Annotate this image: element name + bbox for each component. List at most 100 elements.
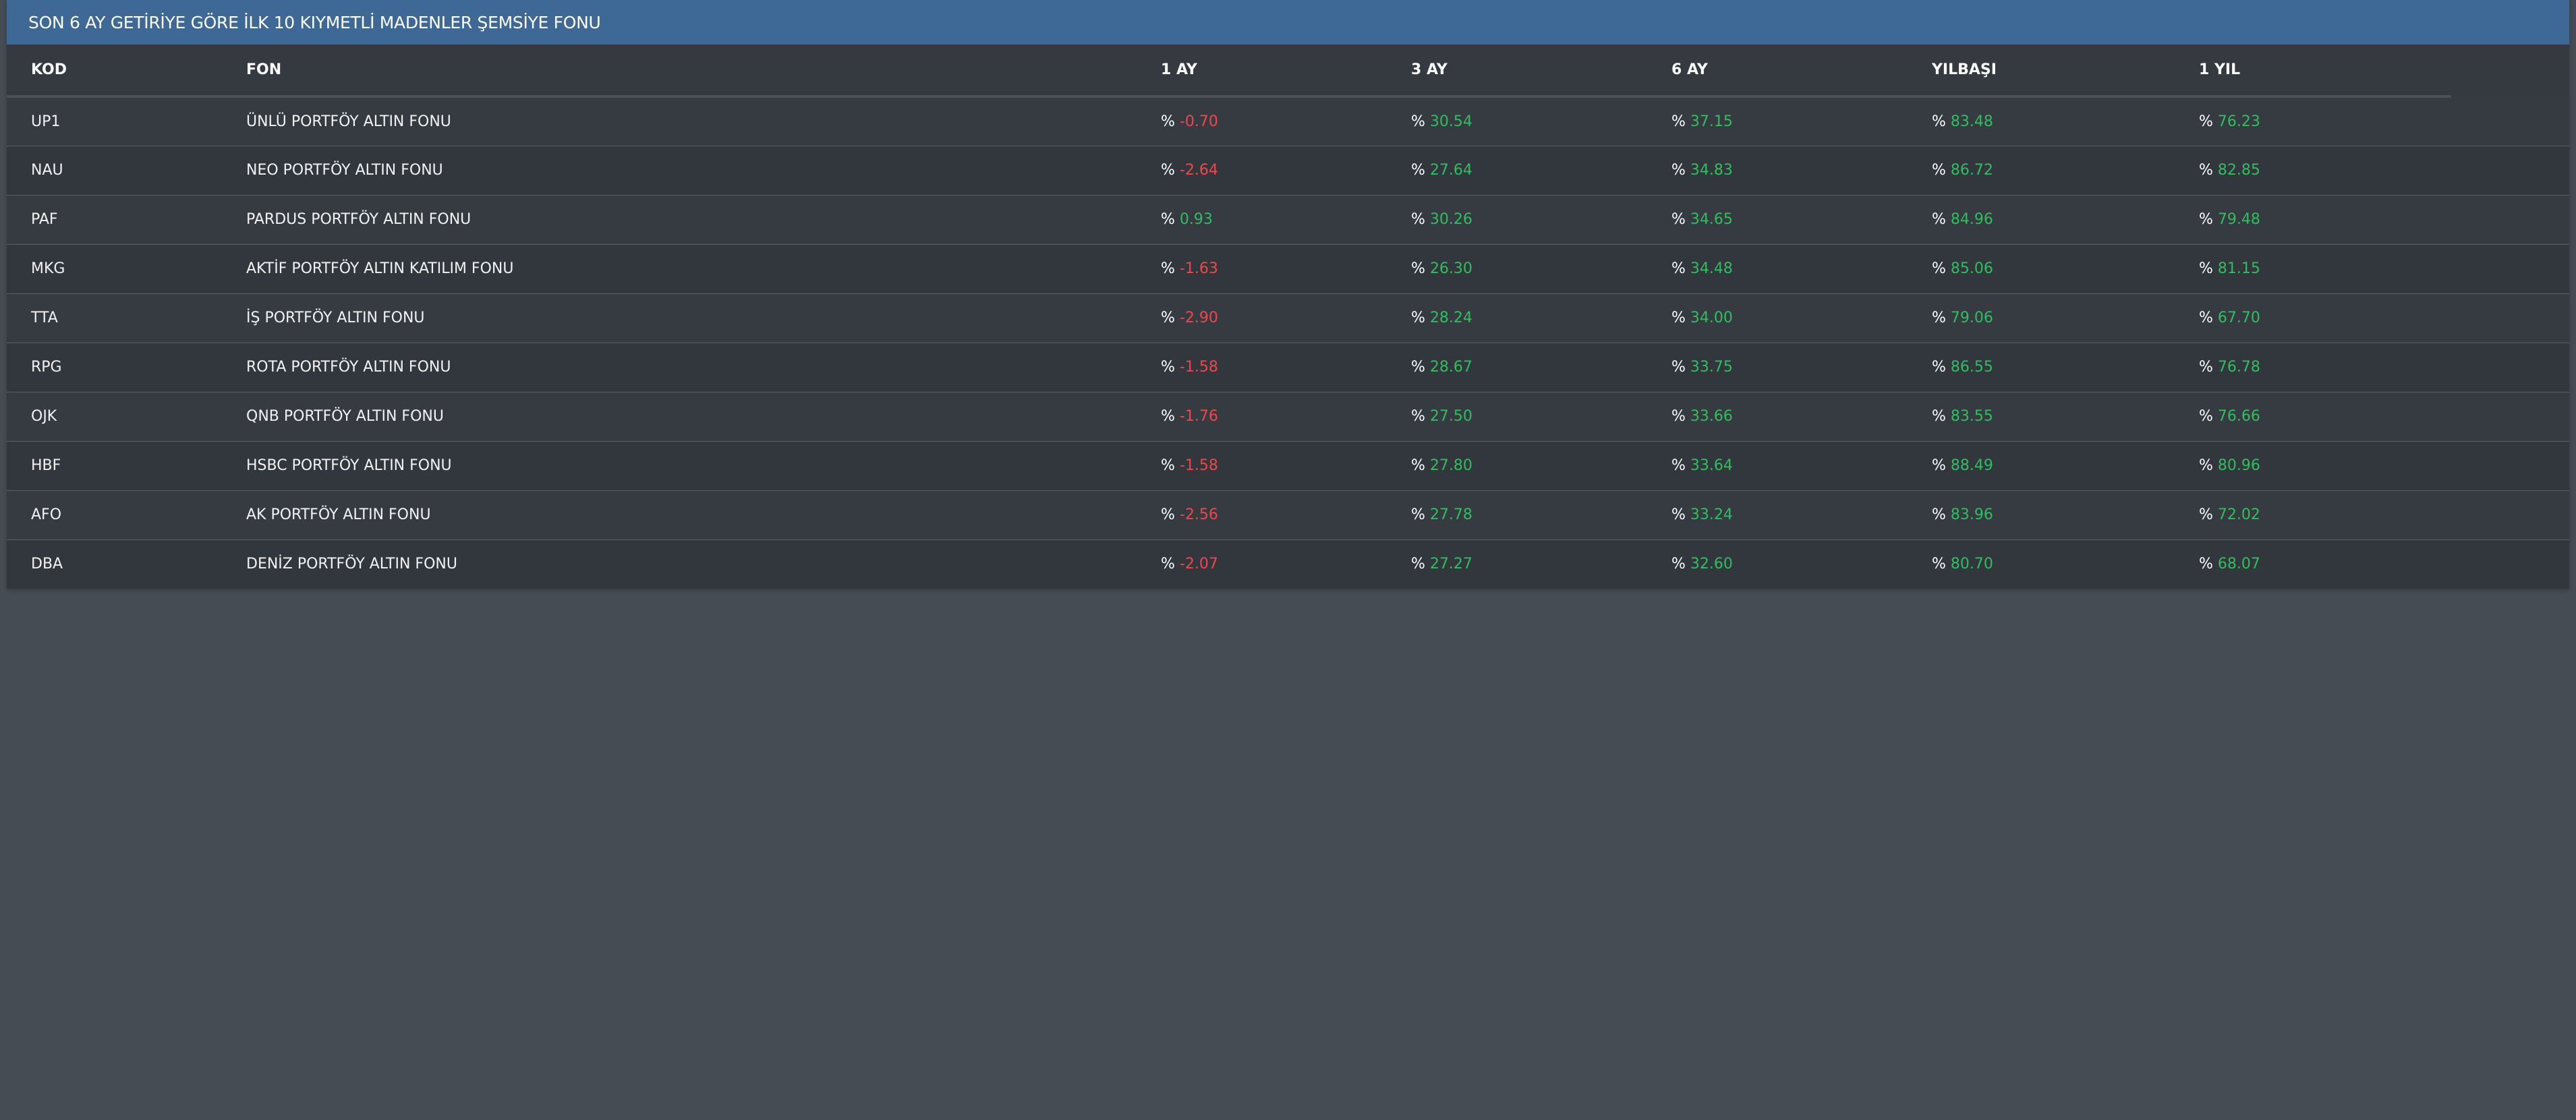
fund-name[interactable]: PARDUS PORTFÖY ALTIN FONU (246, 211, 471, 228)
fund-name[interactable]: QNB PORTFÖY ALTIN FONU (246, 408, 444, 425)
fund-name[interactable]: DENİZ PORTFÖY ALTIN FONU (246, 556, 457, 573)
percent-sign: % (1932, 408, 1946, 425)
percent-sign: % (1932, 556, 1946, 573)
table-row[interactable]: MKG AKTİF PORTFÖY ALTIN KATILIM FONU % -… (7, 244, 2569, 293)
fund-name[interactable]: ROTA PORTFÖY ALTIN FONU (246, 359, 451, 376)
row-spacer (2451, 244, 2569, 293)
column-header-1-yil[interactable]: 1 YIL (2175, 45, 2451, 98)
row-spacer (2451, 441, 2569, 490)
fund-name[interactable]: AKTİF PORTFÖY ALTIN KATILIM FONU (246, 260, 514, 277)
fund-code[interactable]: HBF (31, 457, 61, 474)
table-row[interactable]: OJK QNB PORTFÖY ALTIN FONU % -1.76 % 27.… (7, 392, 2569, 441)
fund-code[interactable]: PAF (31, 211, 58, 228)
fund-code[interactable]: NAU (31, 162, 63, 179)
percent-sign: % (1671, 506, 1686, 523)
return-3-ay: % 27.64 (1387, 146, 1647, 195)
percent-sign: % (2199, 211, 2213, 228)
row-spacer (2451, 343, 2569, 392)
percent-sign: % (2199, 457, 2213, 474)
percent-sign: % (2199, 506, 2213, 523)
column-header-kod[interactable]: KOD (7, 45, 222, 98)
return-1-yil: % 72.02 (2175, 490, 2451, 539)
return-3-ay: % 26.30 (1387, 244, 1647, 293)
panel-title: SON 6 AY GETİRİYE GÖRE İLK 10 KIYMETLİ M… (28, 12, 601, 32)
row-spacer (2451, 96, 2569, 146)
return-3-ay: % 28.67 (1387, 343, 1647, 392)
return-value: 88.49 (1950, 457, 1993, 474)
fund-returns-table: KOD FON 1 AY 3 AY 6 AY YILBAŞI 1 YIL UP1… (7, 45, 2569, 589)
percent-sign: % (1932, 506, 1946, 523)
table-header-row: KOD FON 1 AY 3 AY 6 AY YILBAŞI 1 YIL (7, 45, 2569, 98)
return-value: 83.48 (1950, 113, 1993, 130)
return-3-ay: % 27.27 (1387, 539, 1647, 589)
percent-sign: % (2199, 260, 2213, 277)
column-header-yilbasi[interactable]: YILBAŞI (1908, 45, 2175, 98)
percent-sign: % (1932, 162, 1946, 179)
return-value: 83.55 (1950, 408, 1993, 425)
percent-sign: % (1161, 457, 1175, 474)
return-1-ay: % -1.58 (1137, 343, 1387, 392)
column-header-6-ay[interactable]: 6 AY (1647, 45, 1908, 98)
percent-sign: % (1411, 556, 1425, 573)
fund-name[interactable]: NEO PORTFÖY ALTIN FONU (246, 162, 443, 179)
table-row[interactable]: AFO AK PORTFÖY ALTIN FONU % -2.56 % 27.7… (7, 490, 2569, 539)
table-row[interactable]: PAF PARDUS PORTFÖY ALTIN FONU % 0.93 % 3… (7, 195, 2569, 244)
return-value: 33.64 (1690, 457, 1733, 474)
table-row[interactable]: DBA DENİZ PORTFÖY ALTIN FONU % -2.07 % 2… (7, 539, 2569, 589)
fund-code[interactable]: MKG (31, 260, 65, 277)
return-yilbasi: % 86.55 (1908, 343, 2175, 392)
return-value: 28.24 (1429, 310, 1472, 326)
return-value: 27.27 (1429, 556, 1472, 573)
return-value: 32.60 (1690, 556, 1733, 573)
percent-sign: % (2199, 162, 2213, 179)
return-yilbasi: % 85.06 (1908, 244, 2175, 293)
column-header-3-ay[interactable]: 3 AY (1387, 45, 1647, 98)
percent-sign: % (1161, 359, 1175, 376)
fund-code[interactable]: DBA (31, 556, 63, 573)
percent-sign: % (1161, 408, 1175, 425)
column-header-1-ay[interactable]: 1 AY (1137, 45, 1387, 98)
table-row[interactable]: UP1 ÜNLÜ PORTFÖY ALTIN FONU % -0.70 % 30… (7, 96, 2569, 146)
fund-code[interactable]: OJK (31, 408, 57, 425)
fund-name[interactable]: AK PORTFÖY ALTIN FONU (246, 506, 431, 523)
return-value: 30.26 (1429, 211, 1472, 228)
fund-code[interactable]: TTA (31, 310, 58, 326)
column-header-fon[interactable]: FON (222, 45, 1137, 98)
return-1-ay: % -2.64 (1137, 146, 1387, 195)
return-1-ay: % -1.76 (1137, 392, 1387, 441)
percent-sign: % (1671, 408, 1686, 425)
fund-name[interactable]: ÜNLÜ PORTFÖY ALTIN FONU (246, 113, 451, 130)
return-6-ay: % 33.75 (1647, 343, 1908, 392)
fund-code[interactable]: AFO (31, 506, 62, 523)
return-6-ay: % 33.66 (1647, 392, 1908, 441)
return-yilbasi: % 83.48 (1908, 96, 2175, 146)
return-value: -1.58 (1179, 359, 1218, 376)
return-value: 33.24 (1690, 506, 1733, 523)
return-value: -2.07 (1179, 556, 1218, 573)
return-value: 34.65 (1690, 211, 1733, 228)
return-yilbasi: % 83.55 (1908, 392, 2175, 441)
table-row[interactable]: NAU NEO PORTFÖY ALTIN FONU % -2.64 % 27.… (7, 146, 2569, 195)
table-row[interactable]: TTA İŞ PORTFÖY ALTIN FONU % -2.90 % 28.2… (7, 293, 2569, 343)
return-6-ay: % 32.60 (1647, 539, 1908, 589)
percent-sign: % (1411, 162, 1425, 179)
percent-sign: % (1411, 457, 1425, 474)
fund-name[interactable]: HSBC PORTFÖY ALTIN FONU (246, 457, 452, 474)
fund-name[interactable]: İŞ PORTFÖY ALTIN FONU (246, 310, 425, 326)
table-body: UP1 ÜNLÜ PORTFÖY ALTIN FONU % -0.70 % 30… (7, 96, 2569, 589)
percent-sign: % (1671, 260, 1686, 277)
return-1-ay: % -1.58 (1137, 441, 1387, 490)
return-value: 34.00 (1690, 310, 1733, 326)
percent-sign: % (1932, 457, 1946, 474)
return-3-ay: % 27.78 (1387, 490, 1647, 539)
table-row[interactable]: RPG ROTA PORTFÖY ALTIN FONU % -1.58 % 28… (7, 343, 2569, 392)
fund-code[interactable]: RPG (31, 359, 62, 376)
percent-sign: % (1411, 310, 1425, 326)
table-row[interactable]: HBF HSBC PORTFÖY ALTIN FONU % -1.58 % 27… (7, 441, 2569, 490)
return-6-ay: % 34.48 (1647, 244, 1908, 293)
return-6-ay: % 34.65 (1647, 195, 1908, 244)
return-value: 30.54 (1429, 113, 1472, 130)
return-yilbasi: % 83.96 (1908, 490, 2175, 539)
fund-code[interactable]: UP1 (31, 113, 61, 130)
percent-sign: % (1411, 408, 1425, 425)
